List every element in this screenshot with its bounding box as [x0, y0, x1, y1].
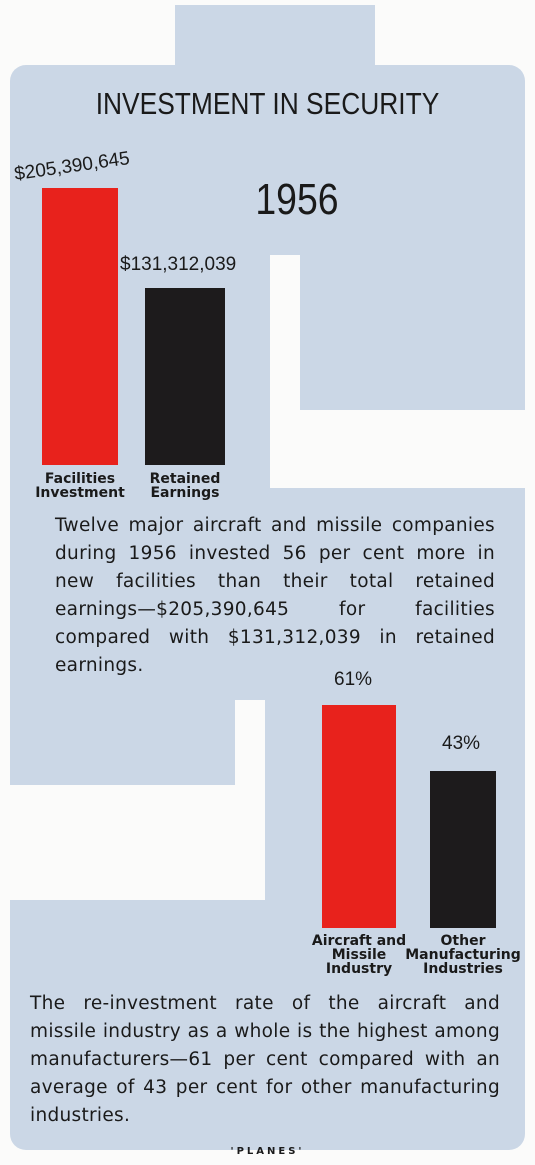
caption: Twelve major aircraft and missile compan… [55, 515, 495, 676]
category-label: Other Manufacturing Industries [405, 933, 521, 977]
category-label: Aircraft and Missile Industry [311, 933, 407, 977]
value-label: $131,312,039 [120, 253, 237, 275]
top-tab [175, 5, 375, 75]
footer: 'PLANES' [230, 1146, 305, 1157]
title: INVESTMENT IN SECURITY [95, 86, 440, 121]
bar [430, 770, 496, 928]
cutout [270, 410, 535, 488]
value-label: 61% [334, 669, 373, 690]
cutout [0, 785, 265, 900]
caption: The re-investment rate of the aircraft a… [30, 993, 500, 1126]
bar [145, 287, 225, 465]
bar [322, 705, 396, 928]
bar [42, 188, 118, 465]
cutout [235, 700, 265, 800]
category-label: Retained Earnings [149, 471, 221, 501]
category-label: Facilities Investment [35, 471, 125, 501]
value-label: 43% [442, 732, 481, 754]
subtitle: 1956 [255, 175, 339, 224]
